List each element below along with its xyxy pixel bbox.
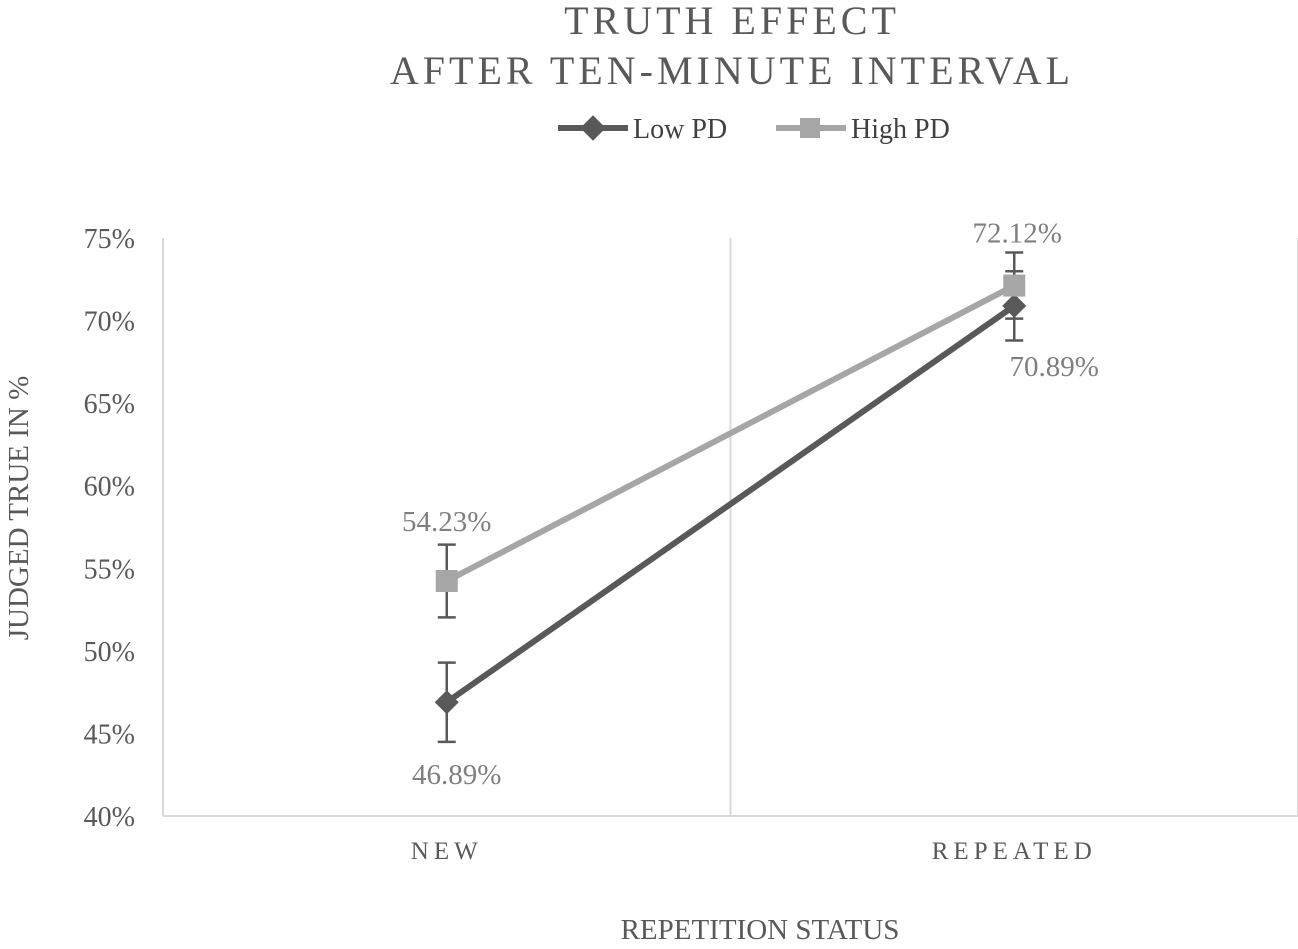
- y-tick-label: 60%: [84, 472, 135, 503]
- data-label: 54.23%: [402, 506, 491, 538]
- legend-marker-low-pd: [580, 115, 606, 141]
- series-line-low-pd: [445, 303, 1016, 705]
- legend: Low PD High PD: [558, 114, 950, 145]
- y-tick-label: 45%: [84, 719, 135, 750]
- y-tick-label: 50%: [84, 637, 135, 668]
- y-tick-label: 65%: [84, 389, 135, 420]
- legend-label-high-pd: High PD: [851, 114, 950, 145]
- y-axis-title: JUDGED TRUE IN %: [3, 376, 35, 640]
- plot-area: 40% 45% 50% 55% 60% 65% 70% 75% NEW REPEATED 46.89…: [84, 218, 1298, 865]
- x-tick-label: NEW: [411, 838, 483, 865]
- y-tick-label: 70%: [84, 307, 135, 338]
- legend-marker-high-pd: [800, 118, 820, 138]
- y-tick-label: 55%: [84, 554, 135, 585]
- data-point-high-pd: [435, 570, 458, 593]
- data-point-high-pd: [1003, 274, 1026, 297]
- chart-title-line-1: TRUTH EFFECT: [564, 0, 900, 43]
- series-line-high-pd: [445, 282, 1016, 584]
- data-label: 46.89%: [412, 759, 501, 791]
- x-axis-title: REPETITION STATUS: [621, 914, 900, 946]
- data-label: 70.89%: [1010, 351, 1099, 383]
- chart-title-line-2: AFTER TEN-MINUTE INTERVAL: [390, 48, 1074, 93]
- y-tick-label: 40%: [84, 802, 135, 833]
- data-label: 72.12%: [973, 218, 1062, 250]
- legend-label-low-pd: Low PD: [633, 114, 727, 145]
- x-tick-label: REPEATED: [932, 838, 1097, 865]
- y-tick-label: 75%: [84, 224, 135, 255]
